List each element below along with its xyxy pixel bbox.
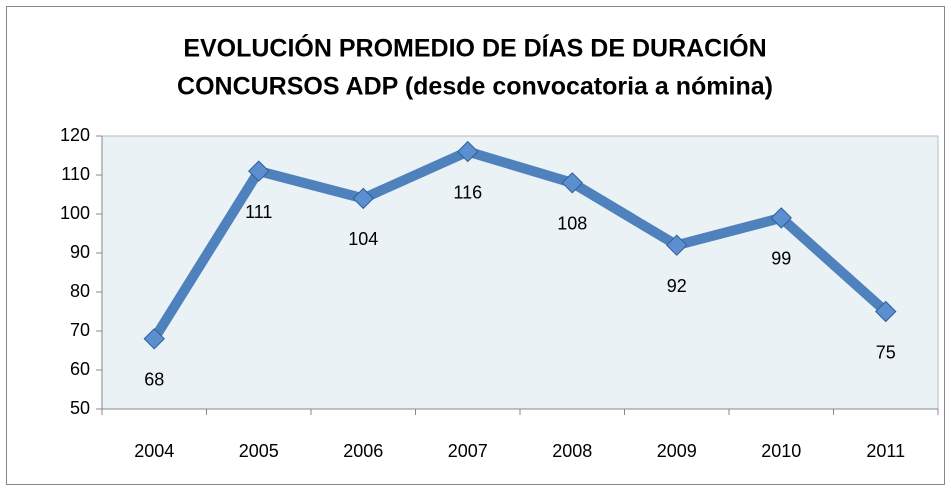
y-tick-label: 50 — [70, 398, 90, 418]
x-tick-label: 2009 — [657, 441, 697, 461]
marker — [666, 234, 688, 256]
chart-title-line-2: CONCURSOS ADP (desde convocatoria a nómi… — [177, 73, 773, 101]
data-label: 116 — [453, 182, 482, 202]
marker — [875, 300, 897, 323]
y-tick-label: 110 — [61, 164, 90, 184]
y-tick-label: 100 — [60, 203, 90, 223]
marker — [143, 328, 165, 350]
data-label: 75 — [876, 342, 896, 362]
x-tick-label: 2011 — [866, 441, 905, 461]
data-label: 99 — [771, 249, 791, 269]
marker — [248, 160, 270, 182]
marker — [561, 172, 583, 194]
series-line — [150, 146, 890, 342]
x-tick-label: 2008 — [552, 441, 592, 461]
plot-area — [101, 135, 939, 410]
x-tick-label: 2004 — [134, 441, 174, 461]
chart-title-line-1: EVOLUCIÓN PROMEDIO DE DÍAS DE DURACIÓN — [183, 33, 766, 63]
data-label: 68 — [144, 370, 164, 390]
y-tick-label: 120 — [60, 125, 90, 145]
data-label: 104 — [348, 229, 378, 249]
marker — [457, 140, 479, 163]
data-label: 92 — [667, 276, 687, 296]
x-tick-label: 2005 — [239, 441, 279, 461]
y-tick-label: 80 — [70, 281, 90, 301]
data-label: 111 — [245, 202, 272, 222]
marker — [352, 187, 374, 210]
y-tick-label: 70 — [70, 320, 90, 340]
x-tick-label: 2007 — [448, 441, 488, 461]
data-label: 108 — [557, 214, 587, 234]
x-tick-label: 2010 — [761, 441, 801, 461]
y-tick-label: 60 — [70, 359, 90, 379]
x-tick-label: 2006 — [343, 441, 383, 461]
marker — [770, 207, 792, 229]
y-tick-label: 90 — [70, 242, 90, 262]
